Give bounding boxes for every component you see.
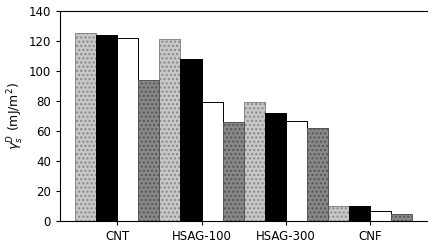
Y-axis label: $\gamma_s^D$ (mJ/m$^2$): $\gamma_s^D$ (mJ/m$^2$)	[6, 82, 26, 150]
Bar	[244, 102, 265, 221]
Bar	[117, 38, 138, 221]
Bar	[96, 35, 117, 221]
Bar	[159, 39, 181, 221]
Bar	[349, 206, 370, 221]
Bar	[265, 113, 286, 221]
Bar	[391, 214, 412, 221]
Bar	[181, 59, 201, 221]
Bar	[370, 211, 391, 221]
Bar	[75, 33, 96, 221]
Bar	[286, 121, 307, 221]
Bar	[223, 122, 244, 221]
Bar	[328, 206, 349, 221]
Bar	[307, 128, 328, 221]
Bar	[201, 102, 223, 221]
Bar	[138, 80, 159, 221]
